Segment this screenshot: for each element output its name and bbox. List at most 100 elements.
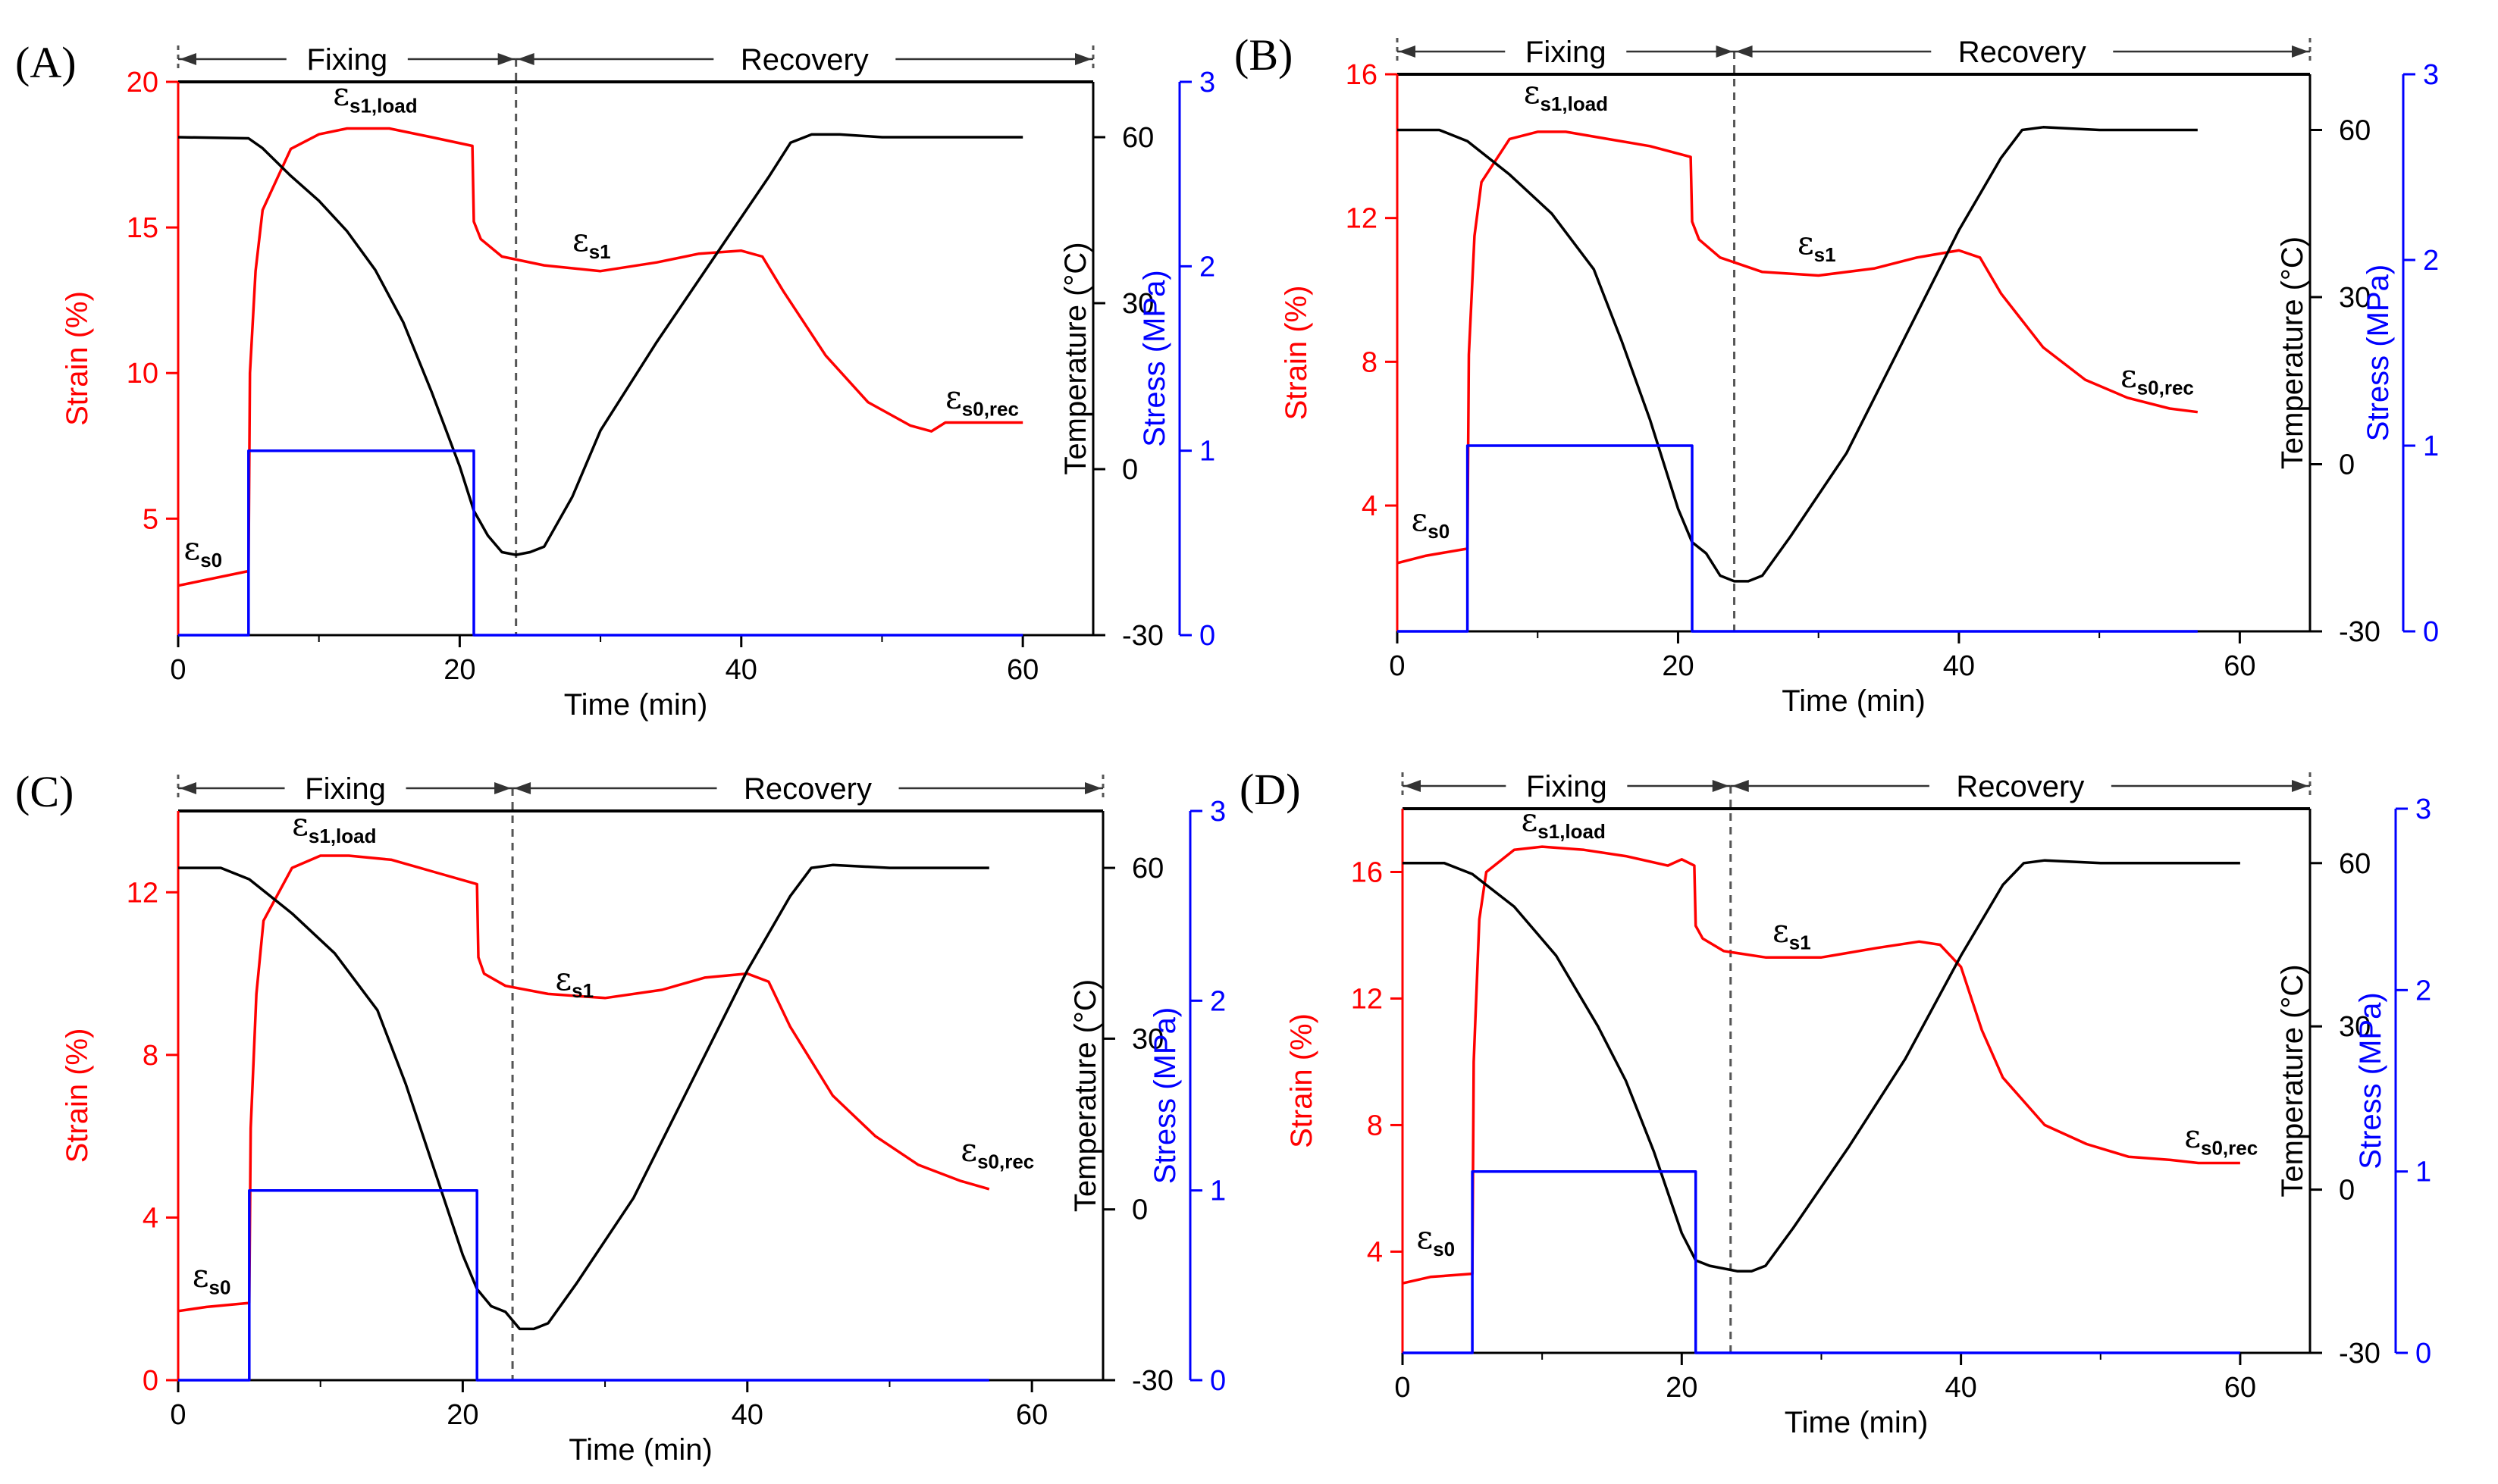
stress-series-line — [1403, 1169, 2240, 1354]
recovery-label: Recovery — [744, 772, 872, 806]
strain-tick-label: 10 — [127, 358, 158, 390]
x-tick-label: 40 — [726, 654, 757, 686]
temperature-series-line — [1403, 859, 2240, 1273]
temperature-tick-label: 0 — [1122, 454, 1138, 486]
x-axis-label: Time (min) — [1782, 684, 1926, 718]
stress-tick-label: 1 — [2423, 430, 2439, 462]
fixing-label: Fixing — [305, 772, 386, 806]
temperature-tick-label: 30 — [1132, 1023, 1164, 1055]
annotation-symbol: ε — [1524, 74, 1540, 111]
annotation-symbol: ε — [193, 1257, 209, 1295]
x-tick-label: 20 — [1666, 1372, 1697, 1404]
strain-annotation: εs1 — [555, 960, 594, 1002]
x-tick-label: 20 — [447, 1399, 478, 1431]
strain-annotation: εs0,rec — [945, 378, 1019, 420]
panel-label: (C) — [15, 767, 74, 816]
strain-annotation: εs0 — [183, 530, 222, 571]
x-tick-label: 20 — [443, 654, 475, 686]
annotation-symbol: ε — [572, 221, 589, 258]
annotation-symbol: ε — [1797, 224, 1814, 261]
x-tick-label: 0 — [170, 1399, 186, 1431]
annotation-subscript: s0,rec — [2137, 377, 2194, 399]
arrow-head — [1085, 782, 1102, 794]
arrow-head — [1735, 45, 1753, 58]
temperature-tick-label: 0 — [2339, 449, 2355, 481]
temperature-tick-label: 30 — [2339, 1011, 2371, 1043]
strain-annotation: εs0 — [1412, 501, 1450, 543]
x-tick-label: 60 — [2224, 1372, 2256, 1404]
temperature-tick-label: 60 — [2339, 115, 2371, 147]
x-tick-label: 0 — [170, 654, 186, 686]
temperature-axis-label: Temperature (°C) — [2276, 236, 2309, 469]
arrow-head — [1404, 780, 1421, 792]
strain-tick-label: 4 — [143, 1202, 158, 1234]
x-axis-label: Time (min) — [1785, 1406, 1929, 1439]
stress-tick-label: 2 — [2423, 245, 2439, 277]
strain-series-line — [177, 127, 1023, 587]
stress-axis-label: Stress (MPa) — [2362, 265, 2395, 441]
x-tick-label: 20 — [1662, 650, 1694, 682]
recovery-label: Recovery — [741, 43, 869, 77]
stress-tick-label: 3 — [1210, 796, 1226, 828]
annotation-subscript: s0,rec — [962, 397, 1019, 420]
annotation-symbol: ε — [292, 806, 309, 843]
arrow-head — [497, 53, 515, 65]
arrow-head — [1732, 780, 1749, 792]
annotation-subscript: s1,load — [309, 825, 377, 847]
strain-tick-label: 15 — [127, 212, 158, 244]
annotation-symbol: ε — [1772, 912, 1789, 949]
strain-annotation: εs0,rec — [2120, 358, 2194, 399]
arrow-head — [514, 782, 531, 794]
strain-annotation: εs0,rec — [961, 1131, 1034, 1172]
fixing-label: Fixing — [1525, 36, 1606, 69]
temperature-axis-label: Temperature (°C) — [2276, 964, 2309, 1197]
annotation-symbol: ε — [1412, 501, 1428, 538]
annotation-subscript: s1,load — [1537, 820, 1606, 843]
strain-tick-label: 0 — [143, 1365, 158, 1397]
temperature-tick-label: 30 — [2339, 282, 2371, 314]
strain-axis-label: Strain (%) — [61, 1028, 94, 1163]
x-tick-label: 60 — [2224, 650, 2255, 682]
annotation-subscript: s0 — [1428, 520, 1450, 543]
arrow-head — [180, 782, 196, 794]
strain-axis-label: Strain (%) — [1285, 1013, 1318, 1148]
x-tick-label: 0 — [1389, 650, 1405, 682]
stress-axis-label: Stress (MPa) — [1138, 270, 1171, 446]
stress-tick-label: 0 — [1199, 620, 1215, 652]
strain-annotation: εs1,load — [1522, 801, 1606, 843]
temperature-axis-label: Temperature (°C) — [1069, 979, 1102, 1212]
stress-tick-label: 0 — [1210, 1365, 1226, 1397]
temperature-series-line — [177, 133, 1023, 556]
fixing-label: Fixing — [306, 43, 387, 77]
strain-annotation: εs1 — [1797, 224, 1836, 266]
strain-tick-label: 20 — [127, 67, 158, 99]
strain-tick-label: 5 — [143, 503, 158, 535]
stress-tick-label: 1 — [1210, 1176, 1226, 1207]
strain-annotation: εs0 — [1416, 1219, 1455, 1260]
annotation-subscript: s0,rec — [977, 1150, 1034, 1172]
stress-series-line — [178, 449, 1023, 637]
stress-tick-label: 0 — [2415, 1338, 2431, 1370]
strain-tick-label: 8 — [1367, 1110, 1383, 1141]
x-tick-label: 60 — [1007, 654, 1039, 686]
strain-tick-label: 16 — [1346, 59, 1378, 91]
strain-annotation: εs0 — [193, 1257, 231, 1299]
strain-annotation: εs1 — [572, 221, 611, 263]
temperature-tick-label: 60 — [1122, 122, 1154, 154]
arrow-head — [1716, 45, 1733, 58]
strain-tick-label: 8 — [1362, 346, 1378, 378]
strain-tick-label: 12 — [1351, 983, 1383, 1015]
stress-tick-label: 2 — [1210, 985, 1226, 1017]
strain-tick-label: 4 — [1367, 1236, 1383, 1268]
arrow-head — [517, 53, 534, 65]
stress-tick-label: 3 — [2423, 59, 2439, 91]
strain-tick-label: 16 — [1351, 856, 1383, 888]
annotation-subscript: s1 — [1814, 243, 1836, 266]
strain-axis-label: Strain (%) — [61, 291, 94, 426]
temperature-series-line — [178, 863, 989, 1331]
